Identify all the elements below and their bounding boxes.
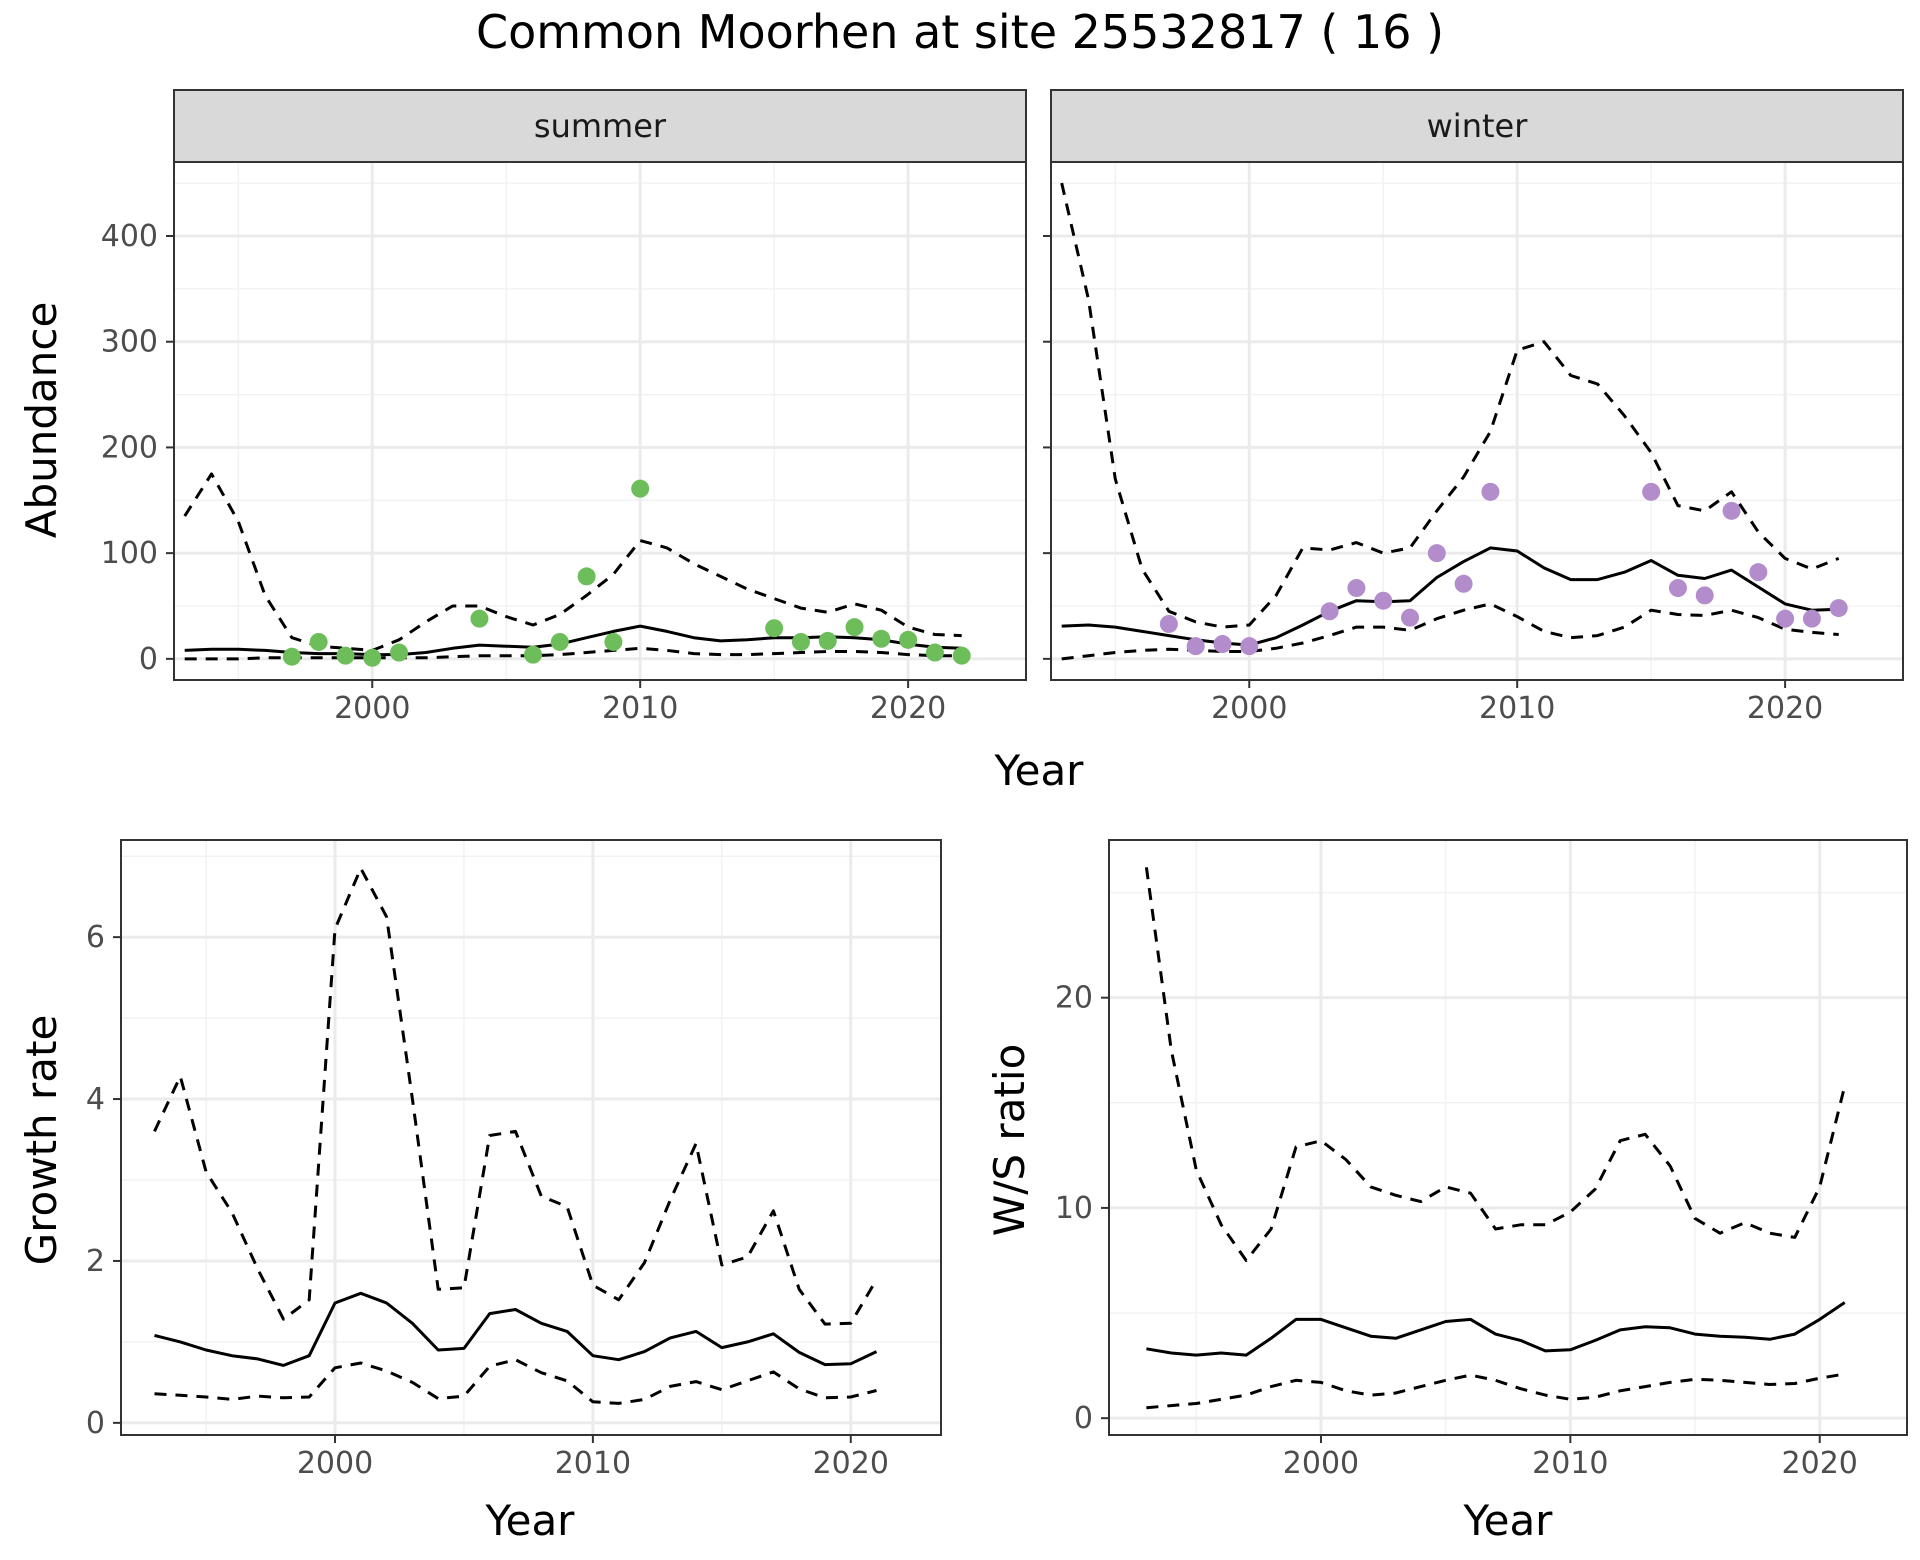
ws-ratio-fitted-line (1146, 1301, 1846, 1357)
summer-observed-point (282, 647, 301, 666)
winter-plot: 2000 2010 2020 (1043, 161, 1904, 726)
winter-observed-point (1749, 563, 1768, 582)
ws-ratio-panel-border (1108, 839, 1908, 1436)
growth-fitted-line (154, 1291, 878, 1367)
summer-observed-point (765, 619, 784, 638)
growth-y-tick-label: 4 (86, 1082, 105, 1117)
summer-x-tick-label: 2010 (602, 691, 678, 726)
ws-ratio-y-tick-label: 10 (1055, 1191, 1093, 1226)
winter-observed-point (1401, 608, 1420, 627)
abundance-y-axis-title: Abundance (17, 302, 66, 539)
summer-y-tick-label: 200 (101, 430, 158, 465)
winter-plot-background (1051, 162, 1903, 680)
ws-ratio-panel: 2000 2010 2020 0 10 20 W/S ratio Year (985, 839, 1908, 1545)
winter-observed-point (1776, 609, 1795, 628)
ws-ratio-upper-line (1144, 867, 1847, 1262)
ws-ratio-x-tick-label: 2010 (1532, 1446, 1608, 1481)
summer-plot-background (174, 162, 1026, 680)
summer-strip (173, 89, 1027, 163)
growth-x-tick-label: 2010 (555, 1446, 631, 1481)
winter-upper-line (1060, 182, 1840, 629)
winter-observed-point (1374, 591, 1393, 610)
winter-observed-point (1186, 637, 1205, 656)
winter-x-tick-label: 2020 (1747, 691, 1823, 726)
winter-observed-point (1427, 544, 1446, 563)
growth-x-axis-title: Year (485, 1496, 576, 1545)
winter-observed-point (1695, 586, 1714, 605)
summer-strip-label: summer (534, 107, 667, 145)
growth-lower-line (154, 1358, 877, 1405)
summer-plot: 2000 2010 2020 0 100 200 300 400 (101, 161, 1027, 726)
ws-ratio-x-tick-label: 2020 (1782, 1446, 1858, 1481)
summer-x-tick-label: 2000 (334, 691, 410, 726)
summer-observed-point (336, 646, 355, 665)
ws-ratio-x-axis-title: Year (1463, 1496, 1554, 1545)
growth-y-tick-label: 2 (86, 1244, 105, 1279)
summer-y-tick-label: 0 (139, 642, 158, 677)
growth-plot-background (121, 840, 941, 1435)
summer-observed-point (818, 631, 837, 650)
winter-observed-point (1454, 574, 1473, 593)
summer-panel: summer 2000 2010 2020 0 100 200 300 400 (101, 89, 1027, 726)
growth-y-axis-title: Growth rate (17, 1015, 66, 1266)
summer-observed-point (631, 479, 650, 498)
summer-lower-line (184, 646, 962, 661)
growth-panel-border (120, 839, 942, 1436)
winter-observed-point (1829, 599, 1848, 618)
summer-y-tick-label: 100 (101, 536, 158, 571)
winter-observed-point (1320, 602, 1339, 621)
winter-observed-point (1722, 501, 1741, 520)
ws-ratio-plot: 2000 2010 2020 0 10 20 (1055, 839, 1908, 1481)
growth-x-tick-label: 2000 (297, 1446, 373, 1481)
summer-observed-point (845, 618, 864, 637)
abundance-x-axis-title: Year (994, 746, 1085, 795)
winter-observed-point (1642, 482, 1661, 501)
winter-observed-point (1668, 579, 1687, 598)
summer-observed-point (925, 643, 944, 662)
summer-observed-point (604, 632, 623, 651)
winter-observed-point (1481, 482, 1500, 501)
summer-observed-point (524, 645, 543, 664)
winter-observed-point (1159, 614, 1178, 633)
ws-ratio-y-tick-label: 0 (1074, 1401, 1093, 1436)
winter-strip-label: winter (1427, 107, 1529, 145)
winter-x-tick-label: 2010 (1479, 691, 1555, 726)
winter-strip (1050, 89, 1904, 163)
summer-y-tick-label: 400 (101, 219, 158, 254)
ws-ratio-x-tick-label: 2000 (1283, 1446, 1359, 1481)
summer-observed-point (577, 567, 596, 586)
growth-upper-line (153, 866, 878, 1326)
winter-panel: winter 2000 2010 2020 (1043, 89, 1904, 726)
summer-observed-point (791, 632, 810, 651)
ws-ratio-plot-background (1109, 840, 1907, 1435)
growth-y-tick-label: 0 (86, 1406, 105, 1441)
growth-panel: 2000 2010 2020 0 2 4 6 Growth rate Year (17, 839, 942, 1545)
winter-observed-point (1347, 579, 1366, 598)
winter-panel-border (1050, 161, 1904, 681)
growth-plot: 2000 2010 2020 0 2 4 6 (86, 839, 942, 1481)
summer-x-tick-label: 2020 (870, 691, 946, 726)
summer-observed-point (390, 643, 409, 662)
figure-title: Common Moorhen at site 25532817 ( 16 ) (476, 5, 1444, 59)
summer-observed-point (550, 632, 569, 651)
summer-observed-point (363, 648, 382, 667)
summer-y-tick-label: 300 (101, 325, 158, 360)
summer-observed-point (952, 646, 971, 665)
summer-observed-point (872, 629, 891, 648)
summer-panel-border (173, 161, 1027, 681)
growth-x-tick-label: 2020 (813, 1446, 889, 1481)
winter-observed-point (1240, 637, 1259, 656)
ws-ratio-lower-line (1146, 1372, 1845, 1410)
growth-y-tick-label: 6 (86, 920, 105, 955)
winter-x-tick-label: 2000 (1211, 691, 1287, 726)
winter-observed-point (1213, 635, 1232, 654)
summer-observed-point (309, 632, 328, 651)
summer-observed-point (899, 630, 918, 649)
ws-ratio-y-axis-title: W/S ratio (985, 1044, 1034, 1237)
summer-observed-point (470, 609, 489, 628)
ws-ratio-y-tick-label: 20 (1055, 981, 1093, 1016)
winter-observed-point (1802, 609, 1821, 628)
